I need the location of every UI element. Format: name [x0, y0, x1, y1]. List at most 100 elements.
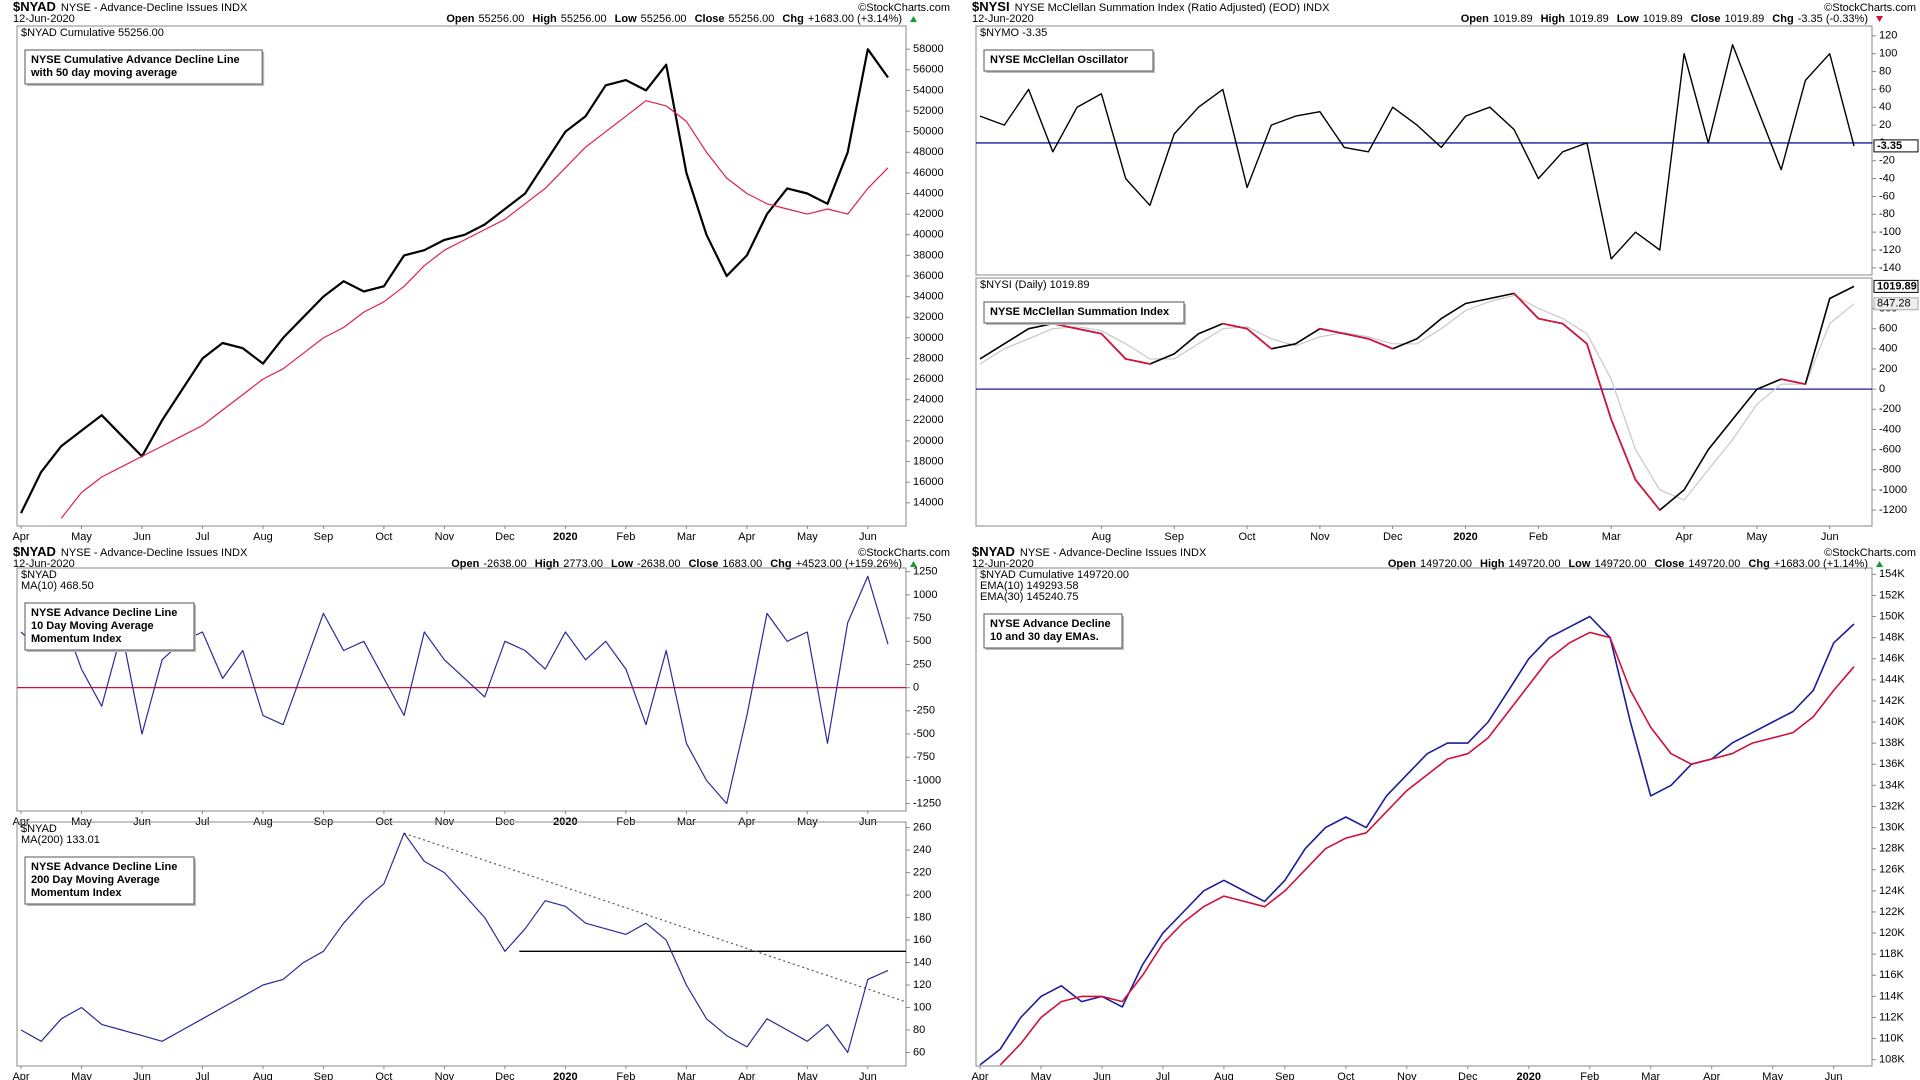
credit: ©StockCharts.com [858, 547, 950, 559]
x-tick-label: Feb [1580, 1071, 1599, 1080]
y-tick-label: -200 [1879, 403, 1901, 415]
decline-segment [1610, 418, 1637, 481]
y-tick-label: 114K [1879, 990, 1905, 1002]
annotation-text: with 50 day moving average [30, 67, 177, 79]
y-tick-label: -60 [1879, 190, 1895, 202]
plot-frame [975, 25, 1873, 276]
y-tick-label: 148K [1879, 632, 1905, 644]
x-tick-label: Oct [1337, 1071, 1354, 1080]
x-tick-label: Feb [616, 531, 635, 543]
y-tick-label: 40000 [913, 229, 944, 241]
x-tick-label: May [71, 531, 92, 543]
index-name: NYSE McClellan Summation Index (Ratio Ad… [1015, 2, 1330, 14]
quote-value: 149720.00 [1688, 558, 1740, 570]
y-tick-label: 1000 [913, 589, 937, 601]
x-tick-label: Feb [616, 1071, 635, 1080]
y-tick-label: 132K [1879, 800, 1905, 812]
y-tick-label: 160 [913, 934, 931, 946]
annotation-text: NYSE Advance Decline Line [31, 861, 177, 873]
quote-label: Open [446, 13, 474, 25]
annotation-text: Momentum Index [31, 633, 122, 645]
y-tick-label: -140 [1879, 262, 1901, 274]
x-tick-label: Sep [314, 531, 334, 543]
x-tick-label: May [797, 1071, 818, 1080]
series-line [20, 48, 889, 514]
x-tick-label: Jul [195, 531, 209, 543]
y-tick-label: 46000 [913, 167, 944, 179]
index-name: NYSE - Advance-Decline Issues INDX [61, 2, 248, 14]
decline-segment [1221, 322, 1248, 330]
y-tick-label: 128K [1879, 843, 1905, 855]
legend-title: $NYAD Cumulative 149720.00 [980, 569, 1129, 581]
header-title: $NYAD NYSE - Advance-Decline Issues INDX [13, 0, 248, 14]
y-tick-label: 48000 [913, 146, 944, 158]
header-title: $NYSI NYSE McClellan Summation Index (Rat… [972, 0, 1330, 14]
y-tick-label: 100 [1879, 48, 1897, 60]
y-tick-label: 18000 [913, 455, 944, 467]
y-tick-label: 140 [913, 956, 931, 968]
x-tick-label: 2020 [553, 1071, 577, 1080]
decline-segment [1586, 343, 1613, 421]
y-tick-label: 28000 [913, 352, 944, 364]
last-value-box [1873, 139, 1919, 153]
y-tick-label: -500 [913, 728, 935, 740]
decline-segment [1367, 337, 1394, 350]
quote-label: Open [451, 558, 479, 570]
quote-value: -2638.00 [637, 558, 680, 570]
y-tick-label: 56000 [913, 64, 944, 76]
legend-entry: EMA(10) 149293.58 [980, 580, 1078, 592]
x-tick-label: Dec [1458, 1071, 1478, 1080]
legend-entry: $NYMO -3.35 [980, 27, 1047, 39]
quote-label: Chg [770, 558, 791, 570]
y-tick-label: 44000 [913, 187, 944, 199]
quote-value: 55256.00 [641, 13, 687, 25]
y-tick-label: 120K [1879, 927, 1905, 939]
change-arrow [1876, 561, 1883, 567]
change-arrow [1876, 16, 1883, 22]
legend-entry: MA(10) 468.50 [21, 580, 94, 592]
y-tick-label: 750 [913, 612, 931, 624]
x-tick-label: Mar [677, 531, 696, 543]
x-tick-label: Sep [1164, 531, 1184, 543]
symbol: $NYSI [972, 0, 1010, 14]
date: 12-Jun-2020 [972, 558, 1034, 570]
y-tick-label: -400 [1879, 423, 1901, 435]
y-tick-label: 110K [1879, 1032, 1905, 1044]
quote-value: 149720.00 [1420, 558, 1472, 570]
date: 12-Jun-2020 [13, 558, 75, 570]
quote-label: Chg [782, 13, 803, 25]
x-tick-label: Oct [1238, 531, 1255, 543]
decline-segment [1561, 322, 1588, 345]
x-tick-label: Mar [1641, 1071, 1660, 1080]
y-tick-label: 26000 [913, 373, 944, 385]
annotation-text: Momentum Index [31, 887, 122, 899]
x-tick-label: Nov [435, 1071, 455, 1080]
decline-segment [1100, 332, 1127, 360]
annotation-box [983, 301, 1185, 324]
date: 12-Jun-2020 [13, 13, 75, 25]
symbol: $NYAD [13, 544, 56, 559]
y-tick-label: 120 [1879, 30, 1897, 42]
date: 12-Jun-2020 [972, 13, 1034, 25]
decline-segment [1246, 327, 1273, 350]
x-tick-label: Jun [859, 1071, 877, 1080]
quote-value: -2638.00 [483, 558, 526, 570]
x-tick-label: Dec [495, 1071, 515, 1080]
y-tick-label: -120 [1879, 244, 1901, 256]
y-tick-label: 142K [1879, 695, 1905, 707]
y-tick-label: -1250 [913, 797, 941, 809]
x-tick-label: Mar [677, 1071, 696, 1080]
last-value-label: 847.28 [1877, 298, 1911, 310]
x-tick-label: Mar [1602, 531, 1621, 543]
y-tick-label: -250 [913, 705, 935, 717]
y-tick-label: 16000 [913, 476, 944, 488]
quote-value: 149720.00 [1508, 558, 1560, 570]
y-tick-label: -800 [1879, 464, 1901, 476]
x-tick-label: Jun [1093, 1071, 1111, 1080]
x-tick-label: Feb [1529, 531, 1548, 543]
annotation-text: 200 Day Moving Average [31, 874, 160, 886]
y-tick-label: 0 [1879, 383, 1885, 395]
quote-value: +4523.00 (+159.26%) [796, 558, 902, 570]
quote-label: Open [1461, 13, 1489, 25]
